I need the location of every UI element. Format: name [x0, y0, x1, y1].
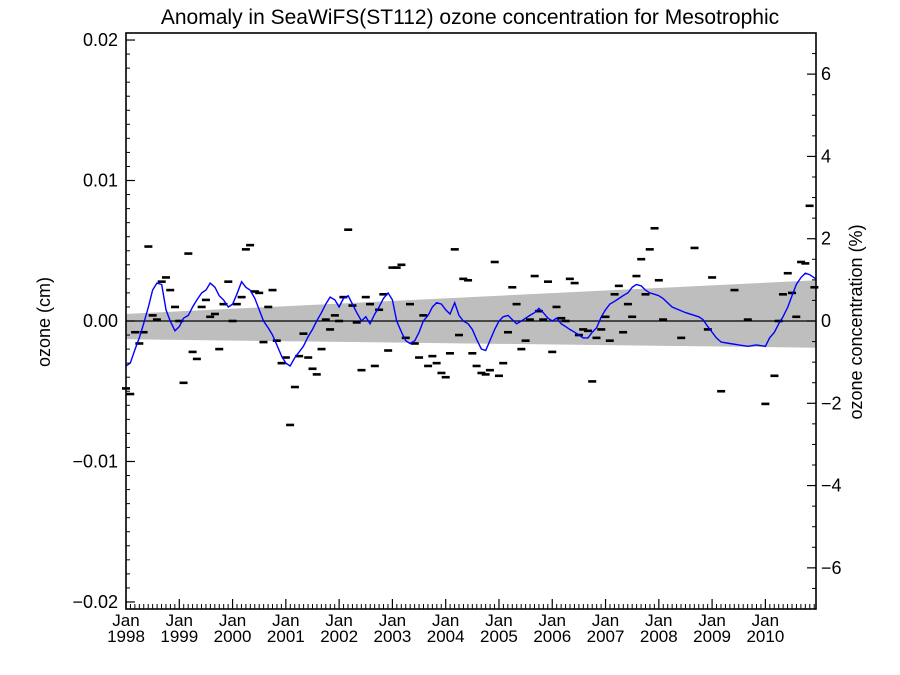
y-left-tick-label: −0.02 — [72, 592, 118, 612]
x-tick-month-label: Jan — [645, 611, 672, 630]
x-tick-year-label: 2002 — [320, 627, 358, 646]
y-left-tick-label: −0.01 — [72, 451, 118, 471]
x-tick-month-label: Jan — [752, 611, 779, 630]
y-right-tick-label: −2 — [821, 393, 842, 413]
y-right-tick-label: −4 — [821, 476, 842, 496]
y-right-tick-label: 2 — [821, 229, 831, 249]
x-tick-year-label: 2004 — [427, 627, 465, 646]
x-tick-year-label: 2007 — [587, 627, 625, 646]
running-mean-line — [125, 272, 817, 368]
x-tick-month-label: Jan — [432, 611, 459, 630]
y-axis-label-right: ozone concentration (%) — [846, 224, 866, 419]
x-tick-month-label: Jan — [112, 611, 139, 630]
y-right-tick-label: 0 — [821, 311, 831, 331]
x-tick-year-label: 2000 — [214, 627, 252, 646]
x-tick-year-label: 2009 — [693, 627, 731, 646]
plot-content: 0.020.010.00−0.01−0.026420−2−4−6Jan1998J… — [72, 30, 841, 646]
x-tick-year-label: 2008 — [640, 627, 678, 646]
y-axis-label-left: ozone (cm) — [34, 277, 54, 367]
x-tick-month-label: Jan — [325, 611, 352, 630]
x-tick-month-label: Jan — [219, 611, 246, 630]
y-left-tick-label: 0.00 — [83, 311, 118, 331]
x-tick-year-label: 1999 — [160, 627, 198, 646]
y-right-tick-label: 4 — [821, 146, 831, 166]
trend-band — [126, 280, 816, 348]
y-right-tick-label: 6 — [821, 64, 831, 84]
x-tick-year-label: 2006 — [533, 627, 571, 646]
x-tick-month-label: Jan — [485, 611, 512, 630]
y-right-tick-label: −6 — [821, 558, 842, 578]
x-tick-year-label: 1998 — [107, 627, 145, 646]
x-tick-month-label: Jan — [166, 611, 193, 630]
x-tick-month-label: Jan — [698, 611, 725, 630]
x-tick-year-label: 2005 — [480, 627, 518, 646]
y-left-tick-label: 0.01 — [83, 171, 118, 191]
chart-title: Anomaly in SeaWiFS(ST112) ozone concentr… — [161, 6, 779, 29]
x-tick-month-label: Jan — [592, 611, 619, 630]
x-tick-year-label: 2001 — [267, 627, 305, 646]
y-left-tick-label: 0.02 — [83, 30, 118, 50]
x-tick-year-label: 2010 — [746, 627, 784, 646]
x-tick-month-label: Jan — [272, 611, 299, 630]
x-tick-month-label: Jan — [539, 611, 566, 630]
x-tick-month-label: Jan — [379, 611, 406, 630]
x-tick-year-label: 2003 — [373, 627, 411, 646]
